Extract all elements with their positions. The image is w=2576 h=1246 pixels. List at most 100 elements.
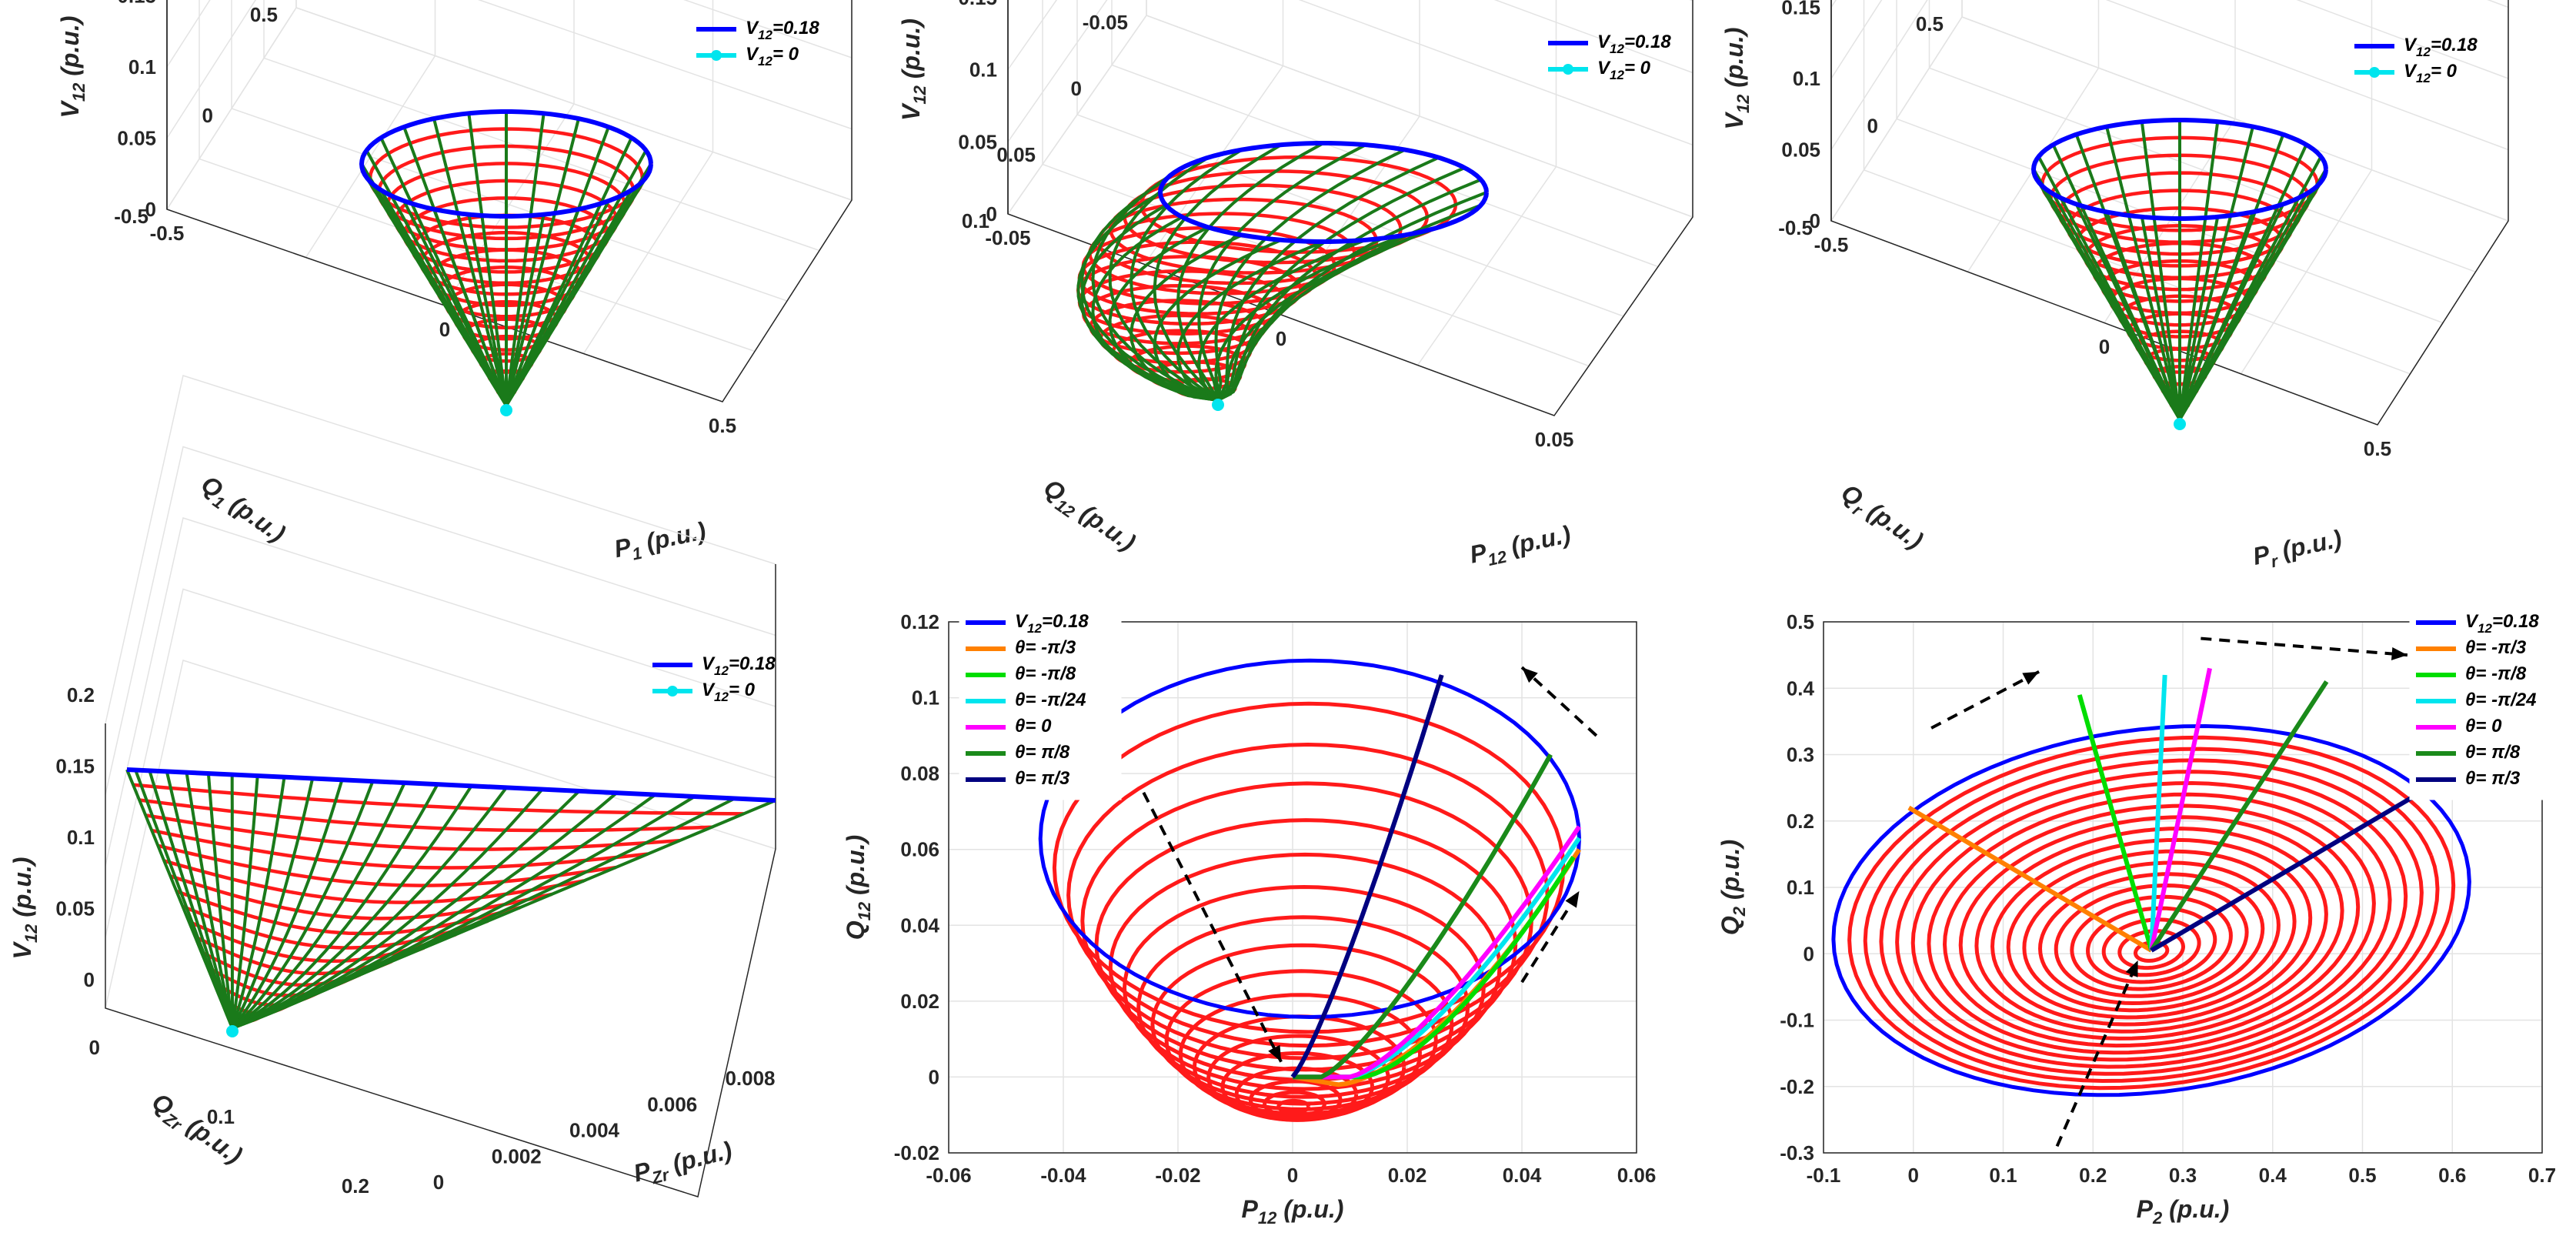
z-axis-label-unit: (p.u.) [56,16,84,83]
legend-entry: V12= 0 [2404,61,2458,85]
level-ring [2022,860,2281,1013]
z-axis-label: V12 (p.u.) [897,18,929,121]
grid-line [1111,0,1659,268]
z-tick-label: 0.1 [67,826,95,849]
level-ring [1910,780,2392,1062]
theta-line [467,113,508,406]
surface-c [2030,118,2328,430]
grid-line [1967,0,2100,272]
y-tick-label: 0.08 [900,762,939,785]
legend-label: V [1597,58,1611,79]
level-ring [2117,929,2186,970]
legend-label: θ= 0 [2465,716,2502,737]
legend-label: θ= π/8 [2465,742,2521,763]
legend-f: V12=0.18θ= -π/3θ= -π/8θ= -π/24θ= 0θ= π/8… [2409,610,2571,800]
theta-line [231,780,375,1030]
grid-line [1416,0,1557,366]
theta-line [232,785,473,1030]
y-axis-label-base: Q [1717,916,1744,935]
apex-marker [500,404,512,416]
theta-line [1153,143,1283,402]
level-ring [1990,837,2313,1027]
x-tick-label: 0.2 [2079,1164,2107,1187]
grid-line [1076,0,1624,317]
theta-curve [1293,825,1581,1080]
y-tick-label: 0.1 [1787,876,1814,899]
y-tick-label: 0 [1804,942,1814,965]
legend-entry: V12= 0 [746,44,799,68]
theta-line [1197,143,1366,401]
apex-marker [226,1025,239,1037]
y-tick-label: -0.5 [1778,216,1813,239]
x-tick-label: 0.008 [725,1067,775,1090]
z-tick-label: 0.1 [128,55,156,79]
grid-line [105,446,776,795]
legend-sub: 12 [758,54,772,68]
z-tick-label: 0.15 [958,0,997,9]
z-tick-label: 0 [1810,209,1820,232]
legend-entry: V12= 0 [1597,58,1651,82]
legend-entry: V12=0.18 [1015,611,1089,636]
theta-curve [2149,667,2212,951]
grid-line [582,0,714,354]
x-axis-label: P12 (p.u.) [1242,1195,1344,1228]
level-ring [1863,747,2440,1084]
theta-line [148,770,234,1029]
grid-line [1830,0,2509,79]
x-axis-label: PZr (p.u.) [631,1136,736,1191]
level-ring [1974,827,2328,1034]
theta-line [2074,134,2181,420]
y-tick-label: 0.1 [962,209,989,232]
grid-line [1863,0,2411,375]
theta-line [1216,178,1482,402]
theta-line [1217,203,1482,402]
z-axis-label-base: V [1720,111,1748,129]
z-axis-label-sub: 12 [910,85,929,104]
z-axis-label: V12 (p.u.) [56,16,88,119]
grid-line [1280,0,1420,316]
grid-line [1042,0,1590,367]
grid-line [1961,0,2509,222]
x-tick-label: 0.4 [2259,1164,2287,1187]
z-tick-label: 0.05 [55,897,95,920]
y-tick-label: 0.2 [342,1174,369,1198]
y-tick-label: 0 [202,104,213,127]
z-axis-label-sub: 12 [1733,94,1753,113]
x-axis-label: P2 (p.u.) [2137,1195,2230,1228]
y-axis-label-sub: 2 [1730,906,1749,917]
legend-sub: 12 [2416,71,2431,85]
level-ring [157,843,616,887]
grid-d [105,375,776,1009]
grid-line [105,588,776,937]
z-tick-label: 0.1 [1793,67,1820,90]
legend-marker [667,686,678,696]
grid-line [1007,0,1693,146]
legend-label: V [2404,35,2418,55]
y-tick-label: 0.5 [1916,12,1944,35]
dashed-arrow [2055,960,2140,1147]
legend-rest: =0.18 [1042,611,1089,632]
theta-line [232,799,776,1030]
theta-curve [1907,805,2153,953]
level-ring [1847,735,2456,1091]
legend-label: θ= -π/24 [1015,690,1086,710]
grid-line [105,375,776,724]
legend-sub: 12 [714,663,729,678]
theta-line [379,137,508,406]
legend-entry: θ= -π/8 [2465,663,2527,684]
grid-line [2240,0,2373,375]
x-tick-label: -0.04 [1040,1164,1086,1187]
legend-entry: θ= π/8 [2465,742,2521,763]
level-ring [1136,915,1470,1099]
grid-line [166,0,853,139]
axis-box [1823,621,2543,1154]
x-tick-label: 0.6 [2438,1164,2466,1187]
x-tick-label: -0.5 [150,222,185,245]
y-tick-label: 0 [1071,77,1082,100]
x-tick-label: 0 [1908,1164,1919,1187]
legend-label: θ= -π/8 [1015,663,1076,684]
theta-curve [2149,680,2329,952]
axis-box [948,621,1637,1154]
